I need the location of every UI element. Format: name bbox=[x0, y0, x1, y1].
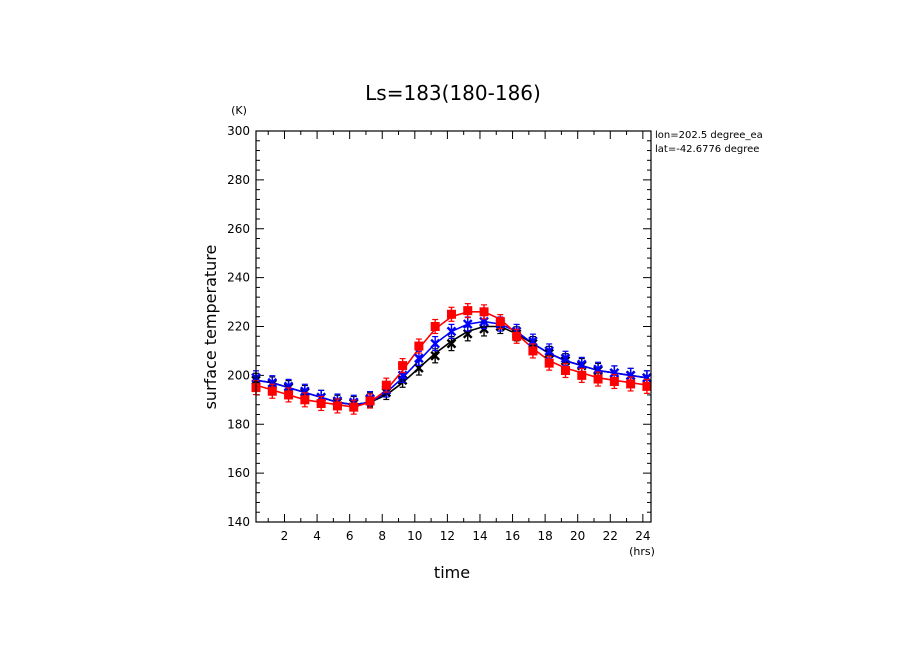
y-tick-label: 180 bbox=[227, 417, 250, 431]
data-point bbox=[430, 318, 440, 335]
y-tick-label: 260 bbox=[227, 222, 250, 236]
y-tick-label: 220 bbox=[227, 320, 250, 334]
data-point bbox=[300, 392, 310, 408]
x-tick-label: 4 bbox=[313, 529, 321, 543]
data-point bbox=[544, 355, 554, 371]
data-point bbox=[512, 328, 522, 344]
y-tick-label: 300 bbox=[227, 124, 250, 138]
y-tick-label: 160 bbox=[227, 466, 250, 480]
data-point bbox=[349, 399, 359, 415]
x-tick-label: 14 bbox=[472, 529, 487, 543]
data-point bbox=[642, 378, 652, 394]
data-point bbox=[463, 303, 473, 319]
x-unit-label: (hrs) bbox=[629, 545, 655, 558]
data-point bbox=[267, 383, 277, 399]
data-point bbox=[479, 304, 489, 320]
data-point bbox=[528, 343, 538, 359]
data-point bbox=[609, 373, 619, 390]
x-tick-label: 22 bbox=[603, 529, 618, 543]
data-point bbox=[462, 316, 473, 332]
data-point bbox=[316, 395, 326, 412]
x-tick-label: 8 bbox=[378, 529, 386, 543]
data-point bbox=[398, 358, 408, 374]
x-tick-label: 18 bbox=[537, 529, 552, 543]
x-tick-label: 20 bbox=[570, 529, 585, 543]
data-point bbox=[365, 393, 375, 409]
data-point bbox=[495, 314, 505, 330]
x-tick-label: 10 bbox=[407, 529, 422, 543]
data-point bbox=[593, 371, 603, 387]
y-unit-label: (K) bbox=[231, 104, 247, 117]
x-tick-label: 16 bbox=[505, 529, 520, 543]
data-point bbox=[577, 367, 587, 383]
y-tick-label: 200 bbox=[227, 368, 250, 382]
plot-frame bbox=[255, 130, 652, 523]
y-tick-label: 140 bbox=[227, 515, 250, 529]
x-tick-label: 24 bbox=[635, 529, 650, 543]
data-point bbox=[446, 306, 456, 322]
data-point bbox=[446, 323, 457, 339]
data-point bbox=[430, 336, 441, 352]
y-tick-label: 280 bbox=[227, 173, 250, 187]
x-tick-label: 12 bbox=[440, 529, 455, 543]
annotation-lon: lon=202.5 degree_ea bbox=[655, 130, 763, 141]
x-tick-label: 2 bbox=[281, 529, 289, 543]
data-point bbox=[284, 387, 294, 403]
data-point bbox=[626, 376, 636, 392]
data-point bbox=[332, 398, 342, 414]
series-markers bbox=[251, 303, 652, 415]
data-point bbox=[283, 378, 294, 394]
y-tick-label: 240 bbox=[227, 271, 250, 285]
annotation-lat: lat=-42.6776 degree bbox=[655, 144, 759, 155]
axis-ticks: 2 4 6 8 10 12 14 16 18 20 22 2414016018020022024026… bbox=[227, 124, 651, 543]
chart-title: Ls=183(180-186) bbox=[365, 81, 541, 105]
data-point bbox=[381, 377, 391, 393]
data-point bbox=[560, 362, 570, 379]
data-point bbox=[560, 350, 571, 366]
y-axis-title: surface temperature bbox=[201, 245, 220, 410]
x-axis-title: time bbox=[434, 563, 470, 582]
data-point bbox=[414, 338, 424, 354]
x-tick-label: 6 bbox=[346, 529, 354, 543]
data-point bbox=[446, 336, 457, 352]
